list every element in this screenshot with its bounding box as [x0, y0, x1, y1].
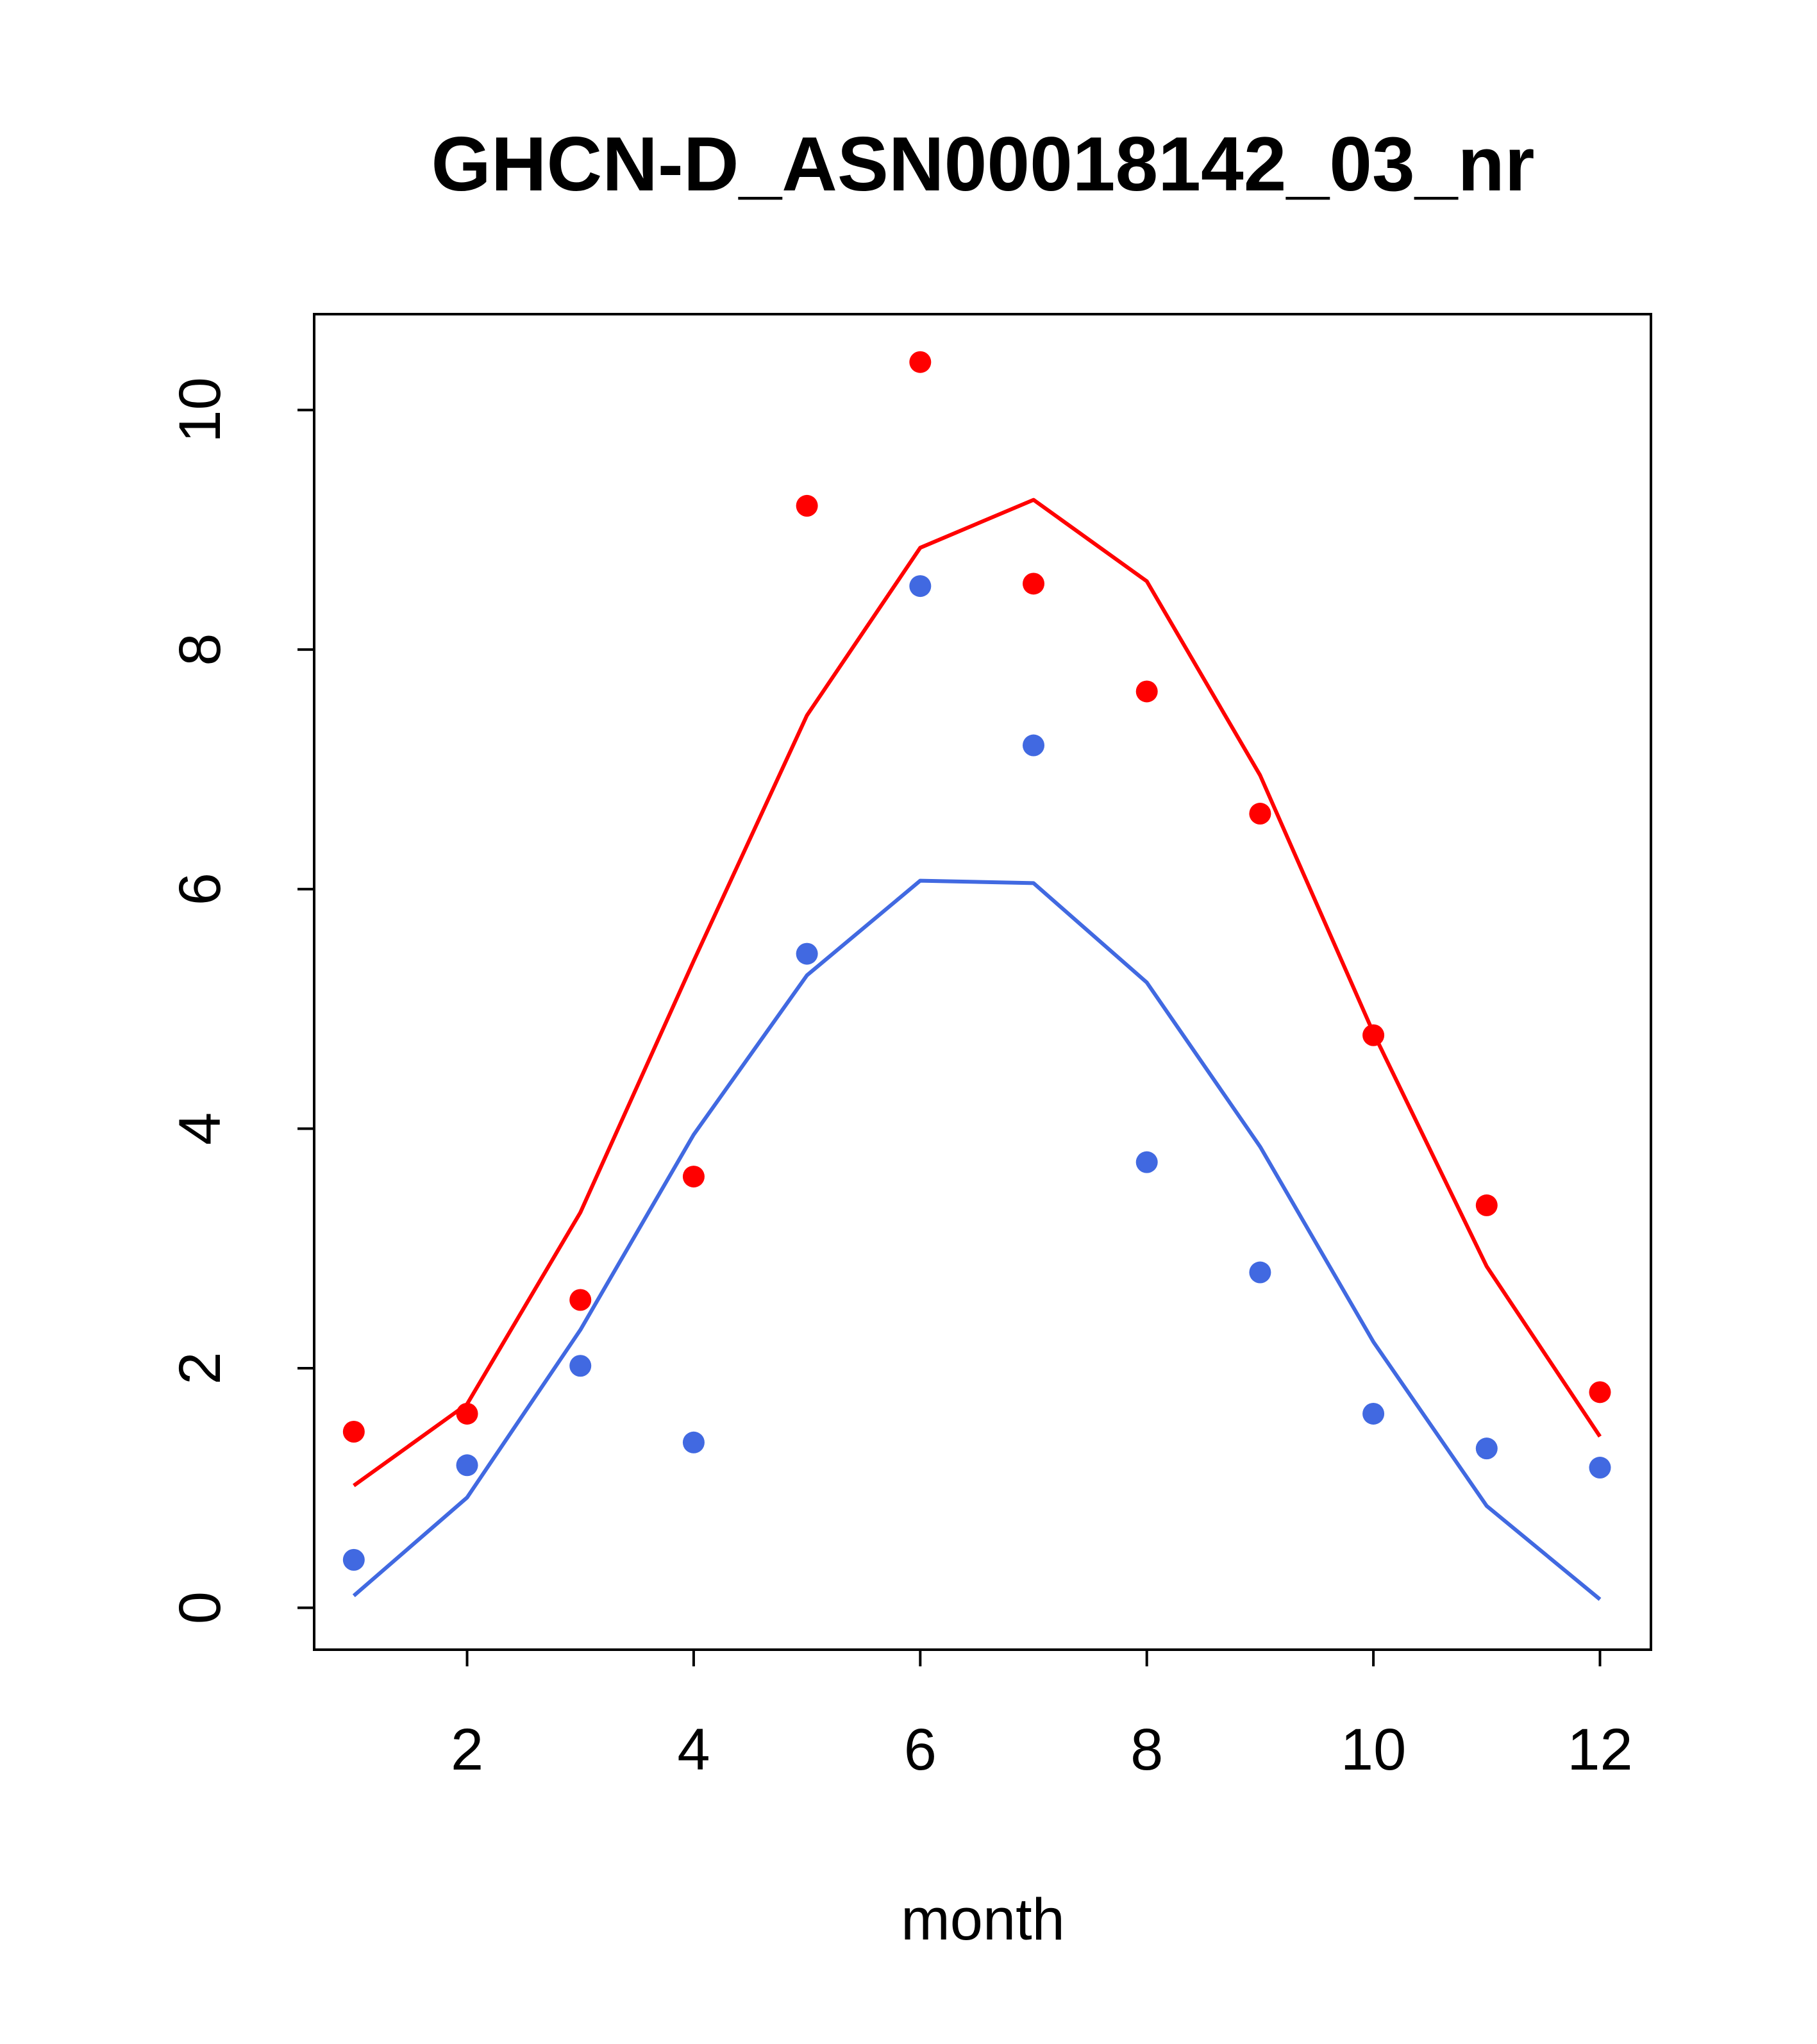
data-point: [909, 351, 932, 373]
y-tick-label: 10: [167, 377, 233, 442]
x-tick-label: 6: [904, 1717, 937, 1782]
x-tick-label: 10: [1341, 1717, 1406, 1782]
data-point: [1249, 1261, 1271, 1284]
data-point: [796, 942, 818, 965]
line-series: [353, 498, 1602, 1487]
y-axis: 0 2 4 6 8 10: [167, 377, 315, 1624]
data-point: [569, 1289, 592, 1311]
y-tick-label: 8: [167, 633, 233, 666]
data-point: [682, 1166, 705, 1188]
data-point: [1135, 680, 1158, 703]
y-tick-label: 6: [167, 873, 233, 905]
data-point: [1023, 734, 1045, 757]
data-point: [456, 1454, 478, 1477]
x-tick-label: 4: [677, 1717, 710, 1782]
data-point: [1023, 573, 1045, 595]
data-point: [1475, 1194, 1498, 1216]
data-point: [796, 494, 818, 517]
chart-title: GHCN-D_ASN00018142_03_nr: [431, 121, 1535, 207]
data-point: [682, 1431, 705, 1453]
data-point: [1249, 803, 1271, 825]
data-point: [1135, 1151, 1158, 1173]
series-line: [353, 498, 1602, 1487]
y-tick-label: 2: [167, 1352, 233, 1384]
point-series: [342, 351, 1611, 1443]
x-tick-label: 2: [451, 1717, 483, 1782]
data-point: [1589, 1381, 1611, 1403]
y-tick-label: 4: [167, 1112, 233, 1145]
line-series: [352, 878, 1602, 1601]
data-point: [569, 1355, 592, 1377]
data-point: [1362, 1402, 1385, 1425]
data-point: [1589, 1457, 1611, 1479]
data-point: [342, 1548, 365, 1571]
data-point: [1475, 1437, 1498, 1460]
point-series: [342, 575, 1611, 1571]
x-axis: 2 4 6 8 10 12: [451, 1648, 1633, 1782]
data-point: [909, 575, 932, 598]
plot-area: [342, 351, 1611, 1601]
series-line: [352, 878, 1602, 1601]
x-axis-label: month: [901, 1887, 1065, 1952]
x-tick-label: 12: [1567, 1717, 1632, 1782]
x-tick-label: 8: [1130, 1717, 1163, 1782]
axes: 2 4 6 8 10 12 0 2 4 6 8 10: [167, 377, 1633, 1782]
data-point: [342, 1420, 365, 1443]
y-tick-label: 0: [167, 1591, 233, 1624]
